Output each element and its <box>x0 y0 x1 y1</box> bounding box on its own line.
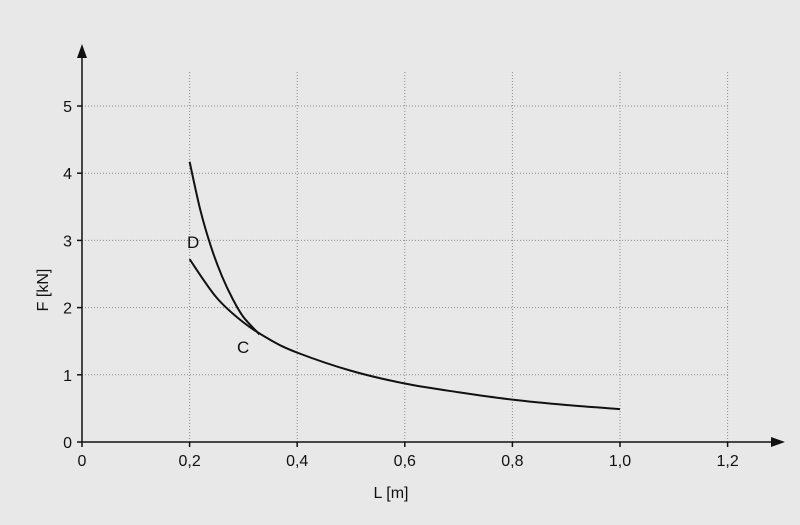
x-tick-label: 0,2 <box>178 453 200 470</box>
curve-label-c: C <box>237 338 249 357</box>
x-tick-label: 1,0 <box>609 453 631 470</box>
grid <box>82 72 730 442</box>
axes <box>77 44 785 447</box>
curve-c <box>188 258 621 411</box>
tick-labels: 0 0,2 0,4 0,6 0,8 1,0 1,2 0 1 2 3 4 5 <box>63 99 739 470</box>
y-tick-label: 5 <box>63 99 72 116</box>
curves <box>188 161 621 411</box>
x-tick-label: 0,8 <box>501 453 523 470</box>
y-tick-label: 4 <box>63 166 72 183</box>
x-axis-label: L [m] <box>374 485 409 502</box>
curve-label-d: D <box>187 233 199 252</box>
x-axis-arrow <box>771 437 785 447</box>
y-tick-label: 1 <box>63 368 72 385</box>
y-tick-label: 0 <box>63 435 72 452</box>
y-tick-label: 2 <box>63 301 72 318</box>
x-tick-label: 1,2 <box>716 453 738 470</box>
x-tick-label: 0,4 <box>286 453 308 470</box>
y-axis-arrow <box>77 44 87 58</box>
y-tick-label: 3 <box>63 233 72 250</box>
y-axis-label: F [kN] <box>35 269 52 312</box>
curve-labels: DC <box>187 233 249 357</box>
x-tick-label: 0,6 <box>394 453 416 470</box>
x-tick-label: 0 <box>78 453 87 470</box>
curve-d <box>188 161 261 336</box>
